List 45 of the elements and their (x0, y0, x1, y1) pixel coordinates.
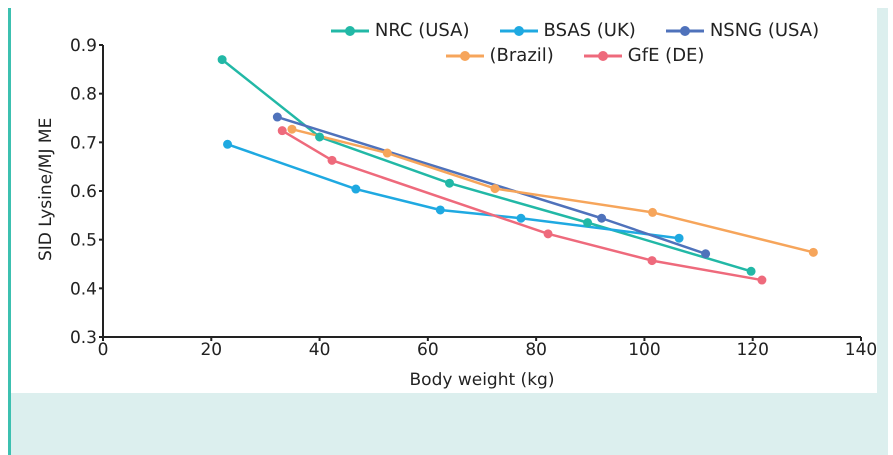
point (648, 208, 658, 217)
y-tick-label: 0.4 (70, 279, 97, 300)
y-tick-label: 0.3 (70, 328, 97, 348)
x-tick-label: 100 (628, 340, 661, 360)
point (808, 248, 818, 257)
legend-label: (Brazil) (490, 45, 554, 66)
point (445, 178, 454, 188)
legend-label: BSAS (UK) (544, 20, 636, 41)
legend-label: NSNG (USA) (710, 20, 820, 41)
x-tick-label: 0 (98, 340, 108, 360)
y-tick-label: 0.5 (70, 230, 97, 251)
point (583, 218, 592, 228)
y-tick-label: 0.9 (70, 36, 97, 56)
point (315, 132, 324, 142)
point (757, 276, 766, 285)
legend-label: NRC (USA) (374, 20, 470, 41)
point (382, 148, 392, 158)
point (597, 214, 606, 223)
x-tick-label: 60 (417, 340, 439, 360)
point (516, 214, 526, 223)
point (701, 249, 710, 258)
point (223, 140, 232, 149)
legend-label: GfE (DE) (628, 45, 704, 66)
point (544, 229, 553, 238)
point (278, 126, 287, 136)
x-tick-label: 140 (844, 340, 878, 360)
point (272, 112, 282, 122)
point (351, 184, 360, 194)
point (218, 55, 227, 64)
point (674, 234, 684, 243)
x-axis-title: Body weight (kg) (410, 370, 554, 390)
point (436, 205, 445, 214)
x-tick-label: 20 (200, 340, 222, 360)
y-axis-title: SID Lysine/MJ ME (36, 118, 56, 261)
point (287, 124, 296, 134)
point (328, 156, 337, 165)
y-tick-label: 0.6 (70, 182, 97, 202)
x-tick-label: 80 (525, 340, 547, 360)
x-tick-label: 120 (736, 340, 769, 360)
point (648, 256, 657, 266)
y-tick-label: 0.8 (70, 84, 97, 105)
point (746, 266, 756, 276)
point (490, 184, 500, 194)
y-tick-label: 0.7 (70, 133, 97, 154)
x-tick-label: 40 (308, 340, 330, 360)
